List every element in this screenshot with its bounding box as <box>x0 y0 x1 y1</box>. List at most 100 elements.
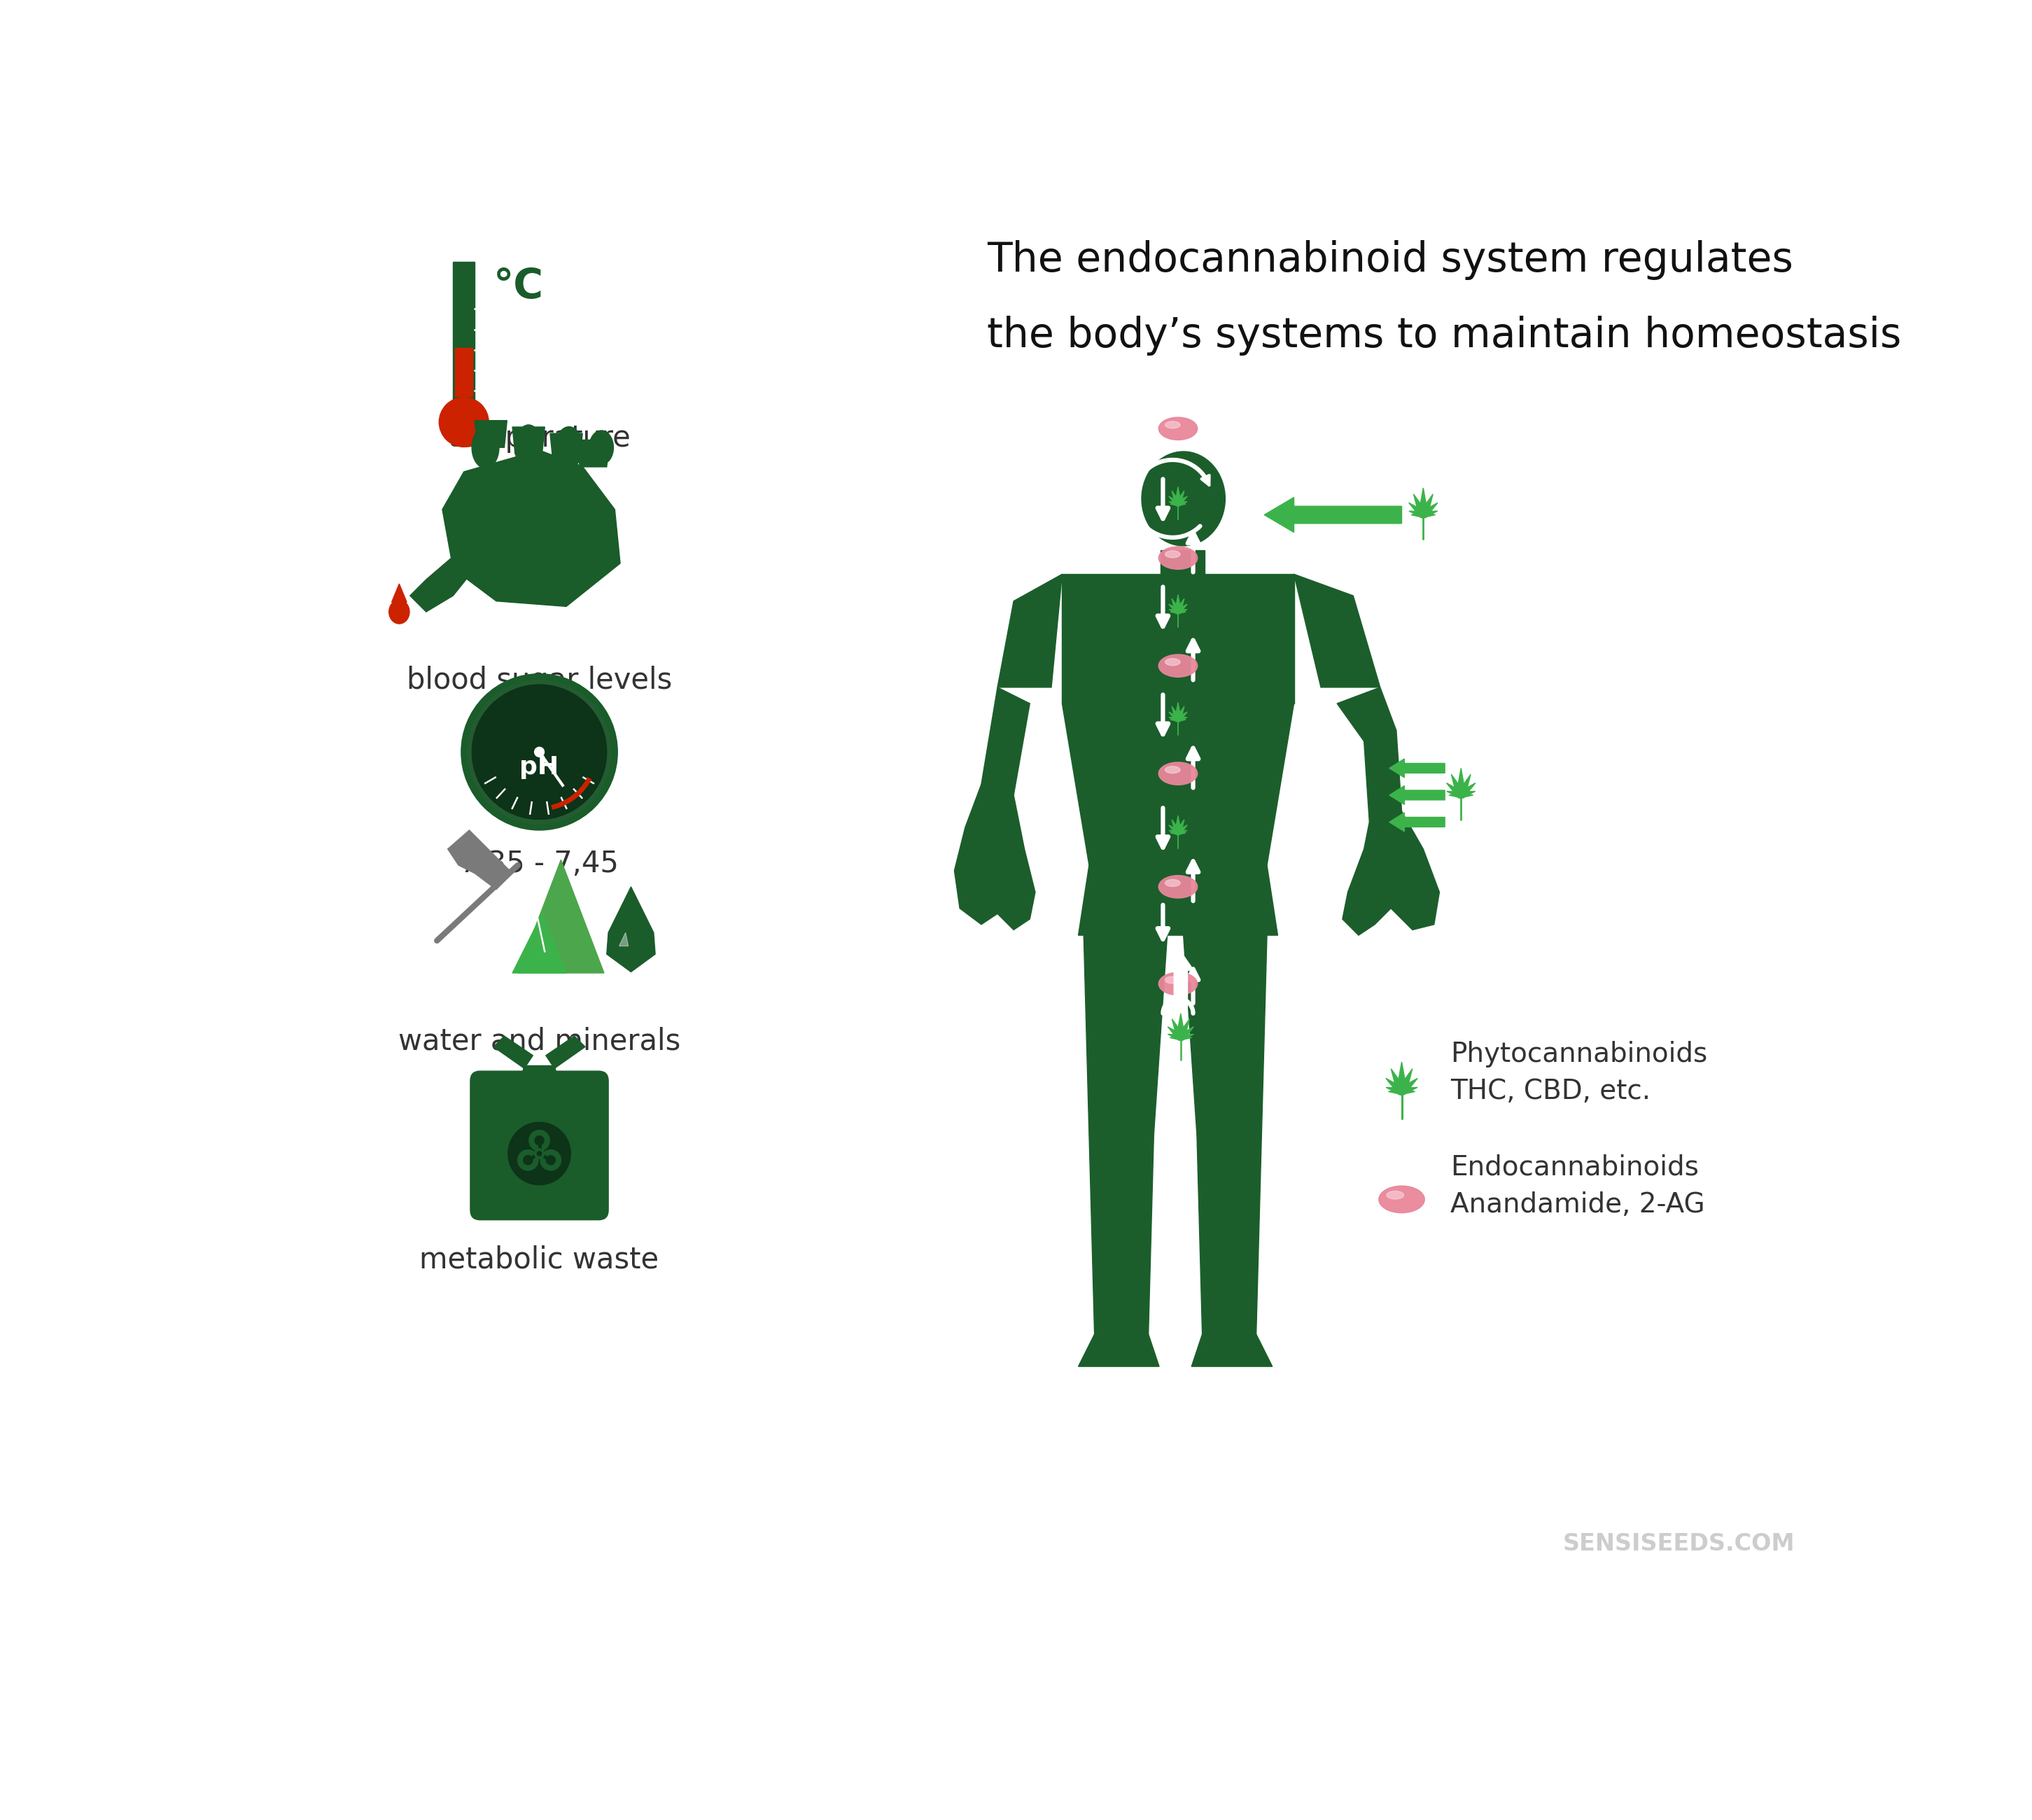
Polygon shape <box>1392 1068 1406 1094</box>
Text: SENSISEEDS.COM: SENSISEEDS.COM <box>1563 1532 1794 1554</box>
Polygon shape <box>1168 502 1179 506</box>
Polygon shape <box>1420 502 1439 517</box>
Circle shape <box>524 1156 532 1165</box>
Polygon shape <box>1447 783 1463 797</box>
Ellipse shape <box>555 426 583 468</box>
Polygon shape <box>1177 491 1185 506</box>
Polygon shape <box>1168 824 1181 835</box>
Polygon shape <box>1170 1036 1181 1039</box>
Ellipse shape <box>1142 451 1225 546</box>
Polygon shape <box>1177 1014 1185 1037</box>
Ellipse shape <box>1164 879 1181 886</box>
Circle shape <box>528 1130 551 1150</box>
Ellipse shape <box>1164 977 1181 983</box>
Polygon shape <box>1447 792 1461 799</box>
Circle shape <box>439 397 488 448</box>
Circle shape <box>1179 1036 1183 1041</box>
Polygon shape <box>1177 604 1187 613</box>
Polygon shape <box>1172 819 1181 834</box>
Polygon shape <box>1343 812 1439 935</box>
Ellipse shape <box>1164 422 1181 428</box>
Polygon shape <box>1422 511 1437 519</box>
Polygon shape <box>1177 712 1187 721</box>
Polygon shape <box>1422 511 1435 517</box>
Polygon shape <box>1170 717 1179 721</box>
Circle shape <box>534 1148 545 1159</box>
Polygon shape <box>1400 1077 1418 1096</box>
Polygon shape <box>1168 830 1179 835</box>
Polygon shape <box>1177 706 1185 721</box>
Polygon shape <box>1449 792 1461 797</box>
Ellipse shape <box>1158 763 1197 784</box>
Polygon shape <box>410 548 475 612</box>
Text: temperature: temperature <box>447 424 632 453</box>
Polygon shape <box>1170 832 1179 835</box>
Text: pH: pH <box>520 755 559 779</box>
Circle shape <box>518 1150 538 1170</box>
Polygon shape <box>1179 717 1187 721</box>
Polygon shape <box>1179 502 1187 506</box>
Ellipse shape <box>1158 972 1197 996</box>
Polygon shape <box>1414 493 1426 517</box>
Polygon shape <box>1174 815 1181 834</box>
Polygon shape <box>620 932 628 946</box>
Polygon shape <box>1191 1334 1272 1367</box>
Polygon shape <box>1457 768 1465 795</box>
Circle shape <box>1177 502 1181 506</box>
Polygon shape <box>1197 1134 1262 1334</box>
Polygon shape <box>1363 730 1402 823</box>
Ellipse shape <box>471 426 500 468</box>
FancyArrow shape <box>1168 952 1193 1008</box>
Polygon shape <box>1083 935 1166 1134</box>
Text: 7,35 - 7,45: 7,35 - 7,45 <box>459 848 620 879</box>
Circle shape <box>508 1123 571 1185</box>
Polygon shape <box>518 859 604 974</box>
Polygon shape <box>455 348 473 397</box>
Polygon shape <box>475 420 508 448</box>
Polygon shape <box>494 1036 532 1068</box>
Ellipse shape <box>1158 546 1197 570</box>
Polygon shape <box>1079 864 1278 935</box>
Text: metabolic waste: metabolic waste <box>421 1245 658 1274</box>
Text: water and minerals: water and minerals <box>398 1026 681 1056</box>
Polygon shape <box>1181 1034 1193 1041</box>
Polygon shape <box>1388 1088 1402 1094</box>
Polygon shape <box>1179 1026 1193 1041</box>
Polygon shape <box>608 886 654 972</box>
Polygon shape <box>1181 1036 1191 1039</box>
Ellipse shape <box>1386 1190 1404 1199</box>
Circle shape <box>467 681 612 824</box>
Polygon shape <box>1172 1019 1185 1039</box>
Polygon shape <box>1170 502 1179 506</box>
Polygon shape <box>1337 688 1396 741</box>
FancyArrow shape <box>1264 497 1402 533</box>
Polygon shape <box>1457 774 1471 797</box>
Ellipse shape <box>1158 875 1197 897</box>
Circle shape <box>1420 511 1426 519</box>
Circle shape <box>461 673 618 830</box>
Circle shape <box>541 1150 561 1170</box>
Polygon shape <box>1402 1088 1414 1094</box>
Ellipse shape <box>514 424 543 470</box>
FancyArrow shape <box>1390 814 1445 832</box>
Polygon shape <box>518 1067 561 1087</box>
FancyArrow shape <box>1390 759 1445 777</box>
Text: The endocannabinoid system regulates: The endocannabinoid system regulates <box>988 240 1792 280</box>
Ellipse shape <box>388 601 410 624</box>
FancyArrow shape <box>1390 786 1445 804</box>
Polygon shape <box>1177 717 1187 723</box>
Text: Phytocannabinoids
THC, CBD, etc.: Phytocannabinoids THC, CBD, etc. <box>1451 1041 1707 1105</box>
Polygon shape <box>1177 502 1187 506</box>
Polygon shape <box>1183 935 1268 1134</box>
Polygon shape <box>1408 511 1424 519</box>
Ellipse shape <box>589 431 614 464</box>
Circle shape <box>1177 610 1181 613</box>
Polygon shape <box>1174 595 1181 612</box>
Polygon shape <box>1400 1087 1418 1096</box>
Polygon shape <box>1398 1068 1412 1094</box>
Polygon shape <box>1386 1087 1402 1096</box>
Polygon shape <box>547 1036 585 1068</box>
Circle shape <box>1457 792 1465 799</box>
Text: Endocannabinoids
Anandamide, 2-AG: Endocannabinoids Anandamide, 2-AG <box>1451 1154 1705 1218</box>
Polygon shape <box>1461 792 1473 797</box>
